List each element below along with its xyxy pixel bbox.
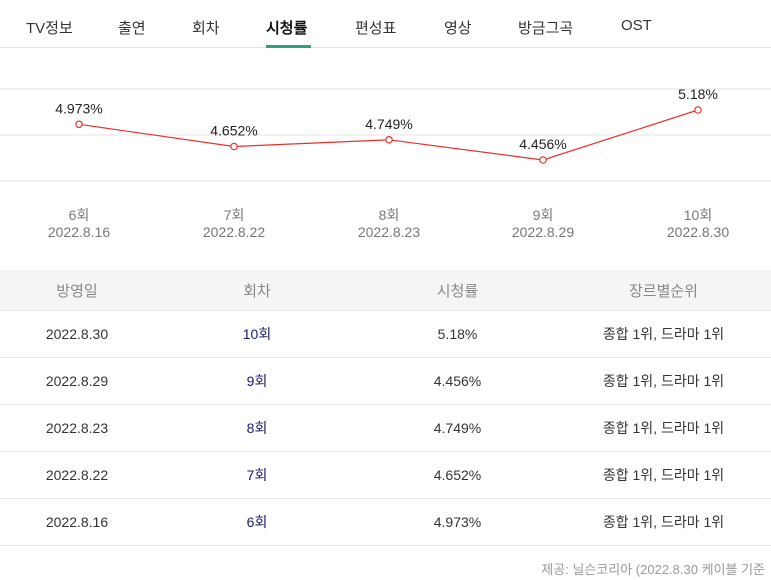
table-row: 2022.8.30 10회 5.18% 종합 1위, 드라마 1위 bbox=[0, 311, 771, 358]
cell-rating: 5.18% bbox=[437, 326, 478, 342]
x-tick-episode: 8회 bbox=[379, 207, 400, 223]
x-tick-date: 2022.8.22 bbox=[203, 224, 265, 240]
x-tick-episode: 7회 bbox=[224, 207, 245, 223]
cell-genre-rank: 종합 1위, 드라마 1위 bbox=[602, 467, 725, 483]
cell-air-date: 2022.8.29 bbox=[45, 373, 109, 389]
tab-video[interactable]: 영상 bbox=[444, 20, 472, 37]
ratings-line-chart: 4.973% 4.652% 4.749% 4.456% 5.18% 6회2022.8.16… bbox=[0, 86, 771, 240]
data-point bbox=[539, 156, 547, 164]
x-tick-episode: 6회 bbox=[69, 207, 90, 223]
table-row: 2022.8.23 8회 4.749% 종합 1위, 드라마 1위 bbox=[0, 405, 771, 452]
cell-rating: 4.652% bbox=[433, 467, 482, 483]
cell-rating: 4.973% bbox=[433, 514, 482, 530]
cell-air-date: 2022.8.16 bbox=[45, 514, 109, 530]
cell-episode: 6회 bbox=[246, 514, 268, 530]
table-row: 2022.8.22 7회 4.652% 종합 1위, 드라마 1위 bbox=[0, 452, 771, 499]
cell-genre-rank: 종합 1위, 드라마 1위 bbox=[602, 514, 725, 530]
data-point bbox=[230, 142, 238, 151]
data-source-note: 제공: 닐슨코리아 (2022.8.30 케이블 기준 bbox=[541, 562, 765, 577]
cell-air-date: 2022.8.23 bbox=[45, 420, 109, 436]
cell-genre-rank: 종합 1위, 드라마 1위 bbox=[602, 326, 725, 342]
data-point bbox=[694, 106, 702, 114]
cell-episode: 8회 bbox=[246, 420, 268, 436]
cell-genre-rank: 종합 1위, 드라마 1위 bbox=[602, 420, 725, 436]
data-point bbox=[75, 120, 83, 129]
tab-song[interactable]: 방금그곡 bbox=[518, 20, 574, 37]
x-tick-date: 2022.8.16 bbox=[48, 224, 110, 240]
x-tick-episode: 9회 bbox=[533, 207, 554, 223]
cell-air-date: 2022.8.30 bbox=[45, 326, 109, 342]
cell-episode: 7회 bbox=[246, 467, 268, 483]
tab-tv-info[interactable]: TV정보 bbox=[26, 20, 73, 37]
tab-episodes[interactable]: 회차 bbox=[192, 20, 220, 37]
table-header: 방영일 회차 시청률 장르별순위 bbox=[0, 270, 771, 311]
tab-ost[interactable]: OST bbox=[621, 17, 652, 34]
active-tab-indicator bbox=[266, 45, 311, 48]
x-tick-episode: 10회 bbox=[684, 207, 712, 223]
header-genre-rank: 장르별순위 bbox=[628, 282, 698, 300]
tab-ratings[interactable]: 시청률 bbox=[266, 20, 308, 37]
cell-rating: 4.456% bbox=[433, 373, 482, 389]
header-rating: 시청률 bbox=[436, 282, 479, 300]
tab-schedule[interactable]: 편성표 bbox=[355, 20, 397, 37]
x-tick-date: 2022.8.30 bbox=[667, 224, 729, 240]
table-row: 2022.8.16 6회 4.973% 종합 1위, 드라마 1위 bbox=[0, 499, 771, 546]
ratings-table: 방영일 회차 시청률 장르별순위 2022.8.30 10회 5.18% 종합 … bbox=[0, 270, 771, 546]
x-tick-date: 2022.8.23 bbox=[358, 224, 420, 240]
ratings-chart: 4.973% 4.652% 4.749% 4.456% 5.18% 6회 2022.8.16… bbox=[0, 60, 771, 270]
tab-cast[interactable]: 출연 bbox=[118, 20, 146, 37]
header-air-date: 방영일 bbox=[56, 282, 98, 300]
header-episode: 회차 bbox=[243, 282, 271, 300]
cell-episode: 10회 bbox=[242, 326, 272, 342]
cell-air-date: 2022.8.22 bbox=[45, 467, 109, 483]
x-tick-date: 2022.8.29 bbox=[512, 224, 574, 240]
data-label: 4.652% bbox=[210, 123, 257, 139]
cell-episode: 9회 bbox=[246, 373, 268, 389]
cell-rating: 4.749% bbox=[433, 420, 482, 436]
data-label: 4.456% bbox=[519, 136, 566, 152]
table-row: 2022.8.29 9회 4.456% 종합 1위, 드라마 1위 bbox=[0, 358, 771, 405]
cell-genre-rank: 종합 1위, 드라마 1위 bbox=[602, 373, 725, 389]
data-label: 5.18% bbox=[678, 86, 718, 102]
data-point bbox=[385, 136, 393, 144]
tab-bar: TV정보 출연 회차 시청률 편성표 영상 방금그곡 OST bbox=[0, 0, 771, 48]
data-label: 4.973% bbox=[55, 100, 102, 116]
data-label: 4.749% bbox=[365, 116, 412, 132]
